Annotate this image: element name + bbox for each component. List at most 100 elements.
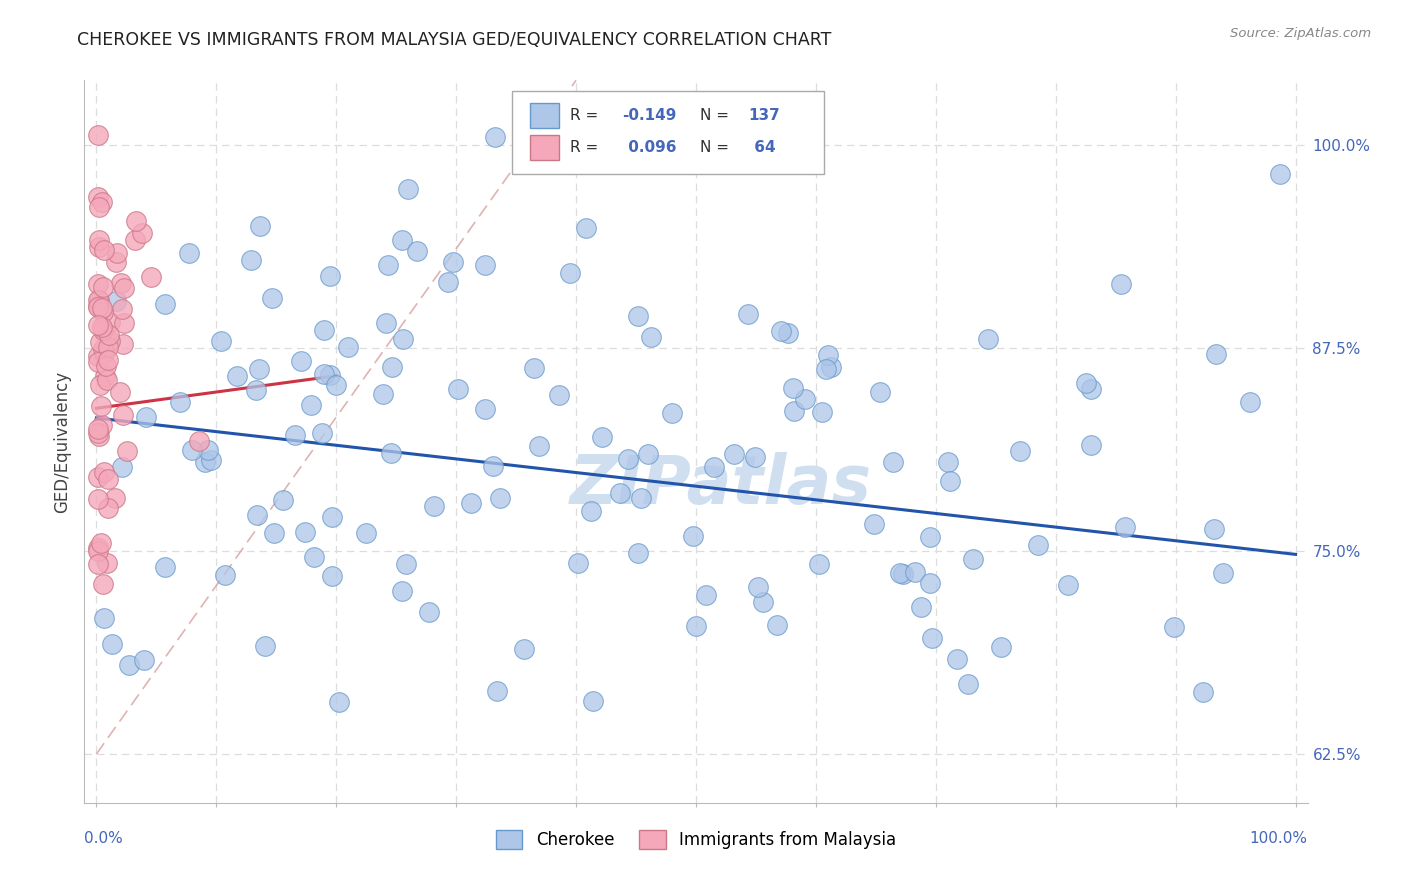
Point [187,434,209,448]
Point [124,233,146,247]
Point [752,595,775,609]
Point [96,359,118,373]
Point [808,557,831,571]
Point [1205,347,1227,361]
Point [776,326,799,340]
Point [86,492,108,507]
Point [311,425,333,440]
Point [591,430,613,444]
Point [87,557,110,571]
Point [1057,577,1080,591]
Point [104,293,127,308]
Point [312,322,335,336]
Point [418,606,440,620]
Text: 100.0%: 100.0% [1250,830,1308,846]
Text: -0.149: -0.149 [623,108,676,123]
Point [299,398,322,412]
Point [290,354,312,368]
Text: R =: R = [569,108,598,123]
Point [869,384,891,399]
Y-axis label: GED/Equivalency: GED/Equivalency [53,370,72,513]
Point [321,568,343,582]
Point [1212,566,1234,580]
Text: N =: N = [700,108,728,123]
Point [90,399,112,413]
Point [939,474,962,488]
Point [112,316,135,330]
Point [560,266,582,280]
Point [1268,167,1291,181]
Point [139,270,162,285]
Point [89,335,111,350]
Point [814,362,837,376]
Point [527,439,550,453]
Point [96,373,118,387]
Point [889,566,911,580]
Point [111,337,134,351]
Point [486,684,509,698]
Point [90,319,112,334]
Point [247,362,270,376]
FancyBboxPatch shape [513,91,824,174]
Point [271,493,294,508]
Point [96,557,118,571]
Point [1010,444,1032,458]
Point [977,332,1000,346]
Point [1202,522,1225,536]
Point [891,567,914,582]
Point [94,369,117,384]
Point [395,558,418,572]
Point [240,253,263,268]
Point [97,472,120,486]
Point [321,510,343,524]
Point [169,395,191,409]
Point [392,331,415,345]
Text: 0.0%: 0.0% [84,830,124,846]
Point [769,324,792,338]
Point [91,418,114,433]
Point [441,255,464,269]
Point [523,361,546,376]
Point [904,565,927,579]
Point [575,221,598,235]
Point [254,639,277,653]
Point [723,447,745,461]
Point [93,346,115,360]
Point [181,442,204,457]
Point [548,388,571,402]
Point [920,530,942,544]
Point [337,340,360,354]
Point [640,330,662,344]
Point [93,280,115,294]
Point [391,234,413,248]
Point [86,318,108,332]
Point [110,276,132,290]
Point [1076,376,1098,391]
Point [782,381,804,395]
Point [155,560,177,574]
Point [946,651,969,665]
Point [460,495,482,509]
Point [86,190,108,204]
Point [747,580,769,594]
Point [86,300,108,314]
Point [86,422,108,436]
Point [1026,538,1049,552]
Text: Source: ZipAtlas.com: Source: ZipAtlas.com [1230,27,1371,40]
Point [87,293,110,307]
Point [682,529,704,543]
Point [86,543,108,558]
Point [294,525,316,540]
Point [135,410,157,425]
Point [918,576,941,591]
Point [91,323,114,337]
Point [105,245,128,260]
Point [811,405,834,419]
Point [89,240,111,254]
Point [112,408,135,422]
Point [354,526,377,541]
Point [111,301,134,316]
Point [703,459,725,474]
Point [766,618,789,632]
Point [391,584,413,599]
